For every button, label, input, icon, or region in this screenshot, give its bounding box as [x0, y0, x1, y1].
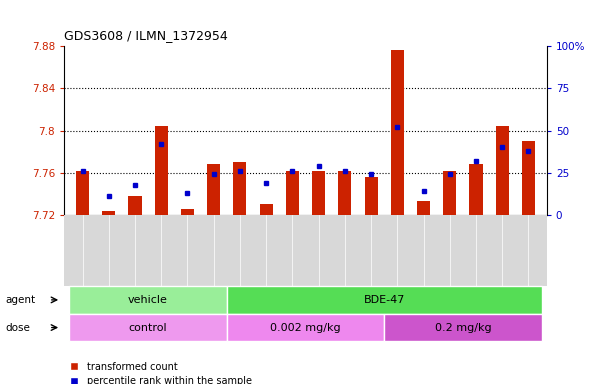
Bar [207, 164, 220, 215]
Bar [128, 196, 142, 215]
Text: dose: dose [5, 323, 30, 333]
Bar [227, 314, 384, 341]
Bar [102, 211, 115, 215]
Bar [286, 171, 299, 215]
Legend: transformed count, percentile rank within the sample: transformed count, percentile rank withi… [69, 362, 252, 384]
Bar [70, 314, 227, 341]
Bar [155, 126, 168, 215]
Text: 0.002 mg/kg: 0.002 mg/kg [270, 323, 341, 333]
Bar [365, 177, 378, 215]
Bar [70, 286, 227, 314]
Bar [496, 126, 509, 215]
Text: GDS3608 / ILMN_1372954: GDS3608 / ILMN_1372954 [64, 29, 228, 42]
Bar [227, 286, 541, 314]
Bar [417, 201, 430, 215]
Bar [76, 171, 89, 215]
Bar [260, 205, 273, 215]
Bar [469, 164, 483, 215]
Bar [384, 314, 541, 341]
Bar [233, 162, 246, 215]
Bar [391, 50, 404, 215]
Bar [338, 171, 351, 215]
Text: agent: agent [5, 295, 35, 305]
Bar [443, 171, 456, 215]
Text: BDE-47: BDE-47 [364, 295, 405, 305]
Text: vehicle: vehicle [128, 295, 168, 305]
Bar [312, 171, 325, 215]
Text: control: control [129, 323, 167, 333]
Text: 0.2 mg/kg: 0.2 mg/kg [434, 323, 491, 333]
Bar [522, 141, 535, 215]
Bar [181, 209, 194, 215]
